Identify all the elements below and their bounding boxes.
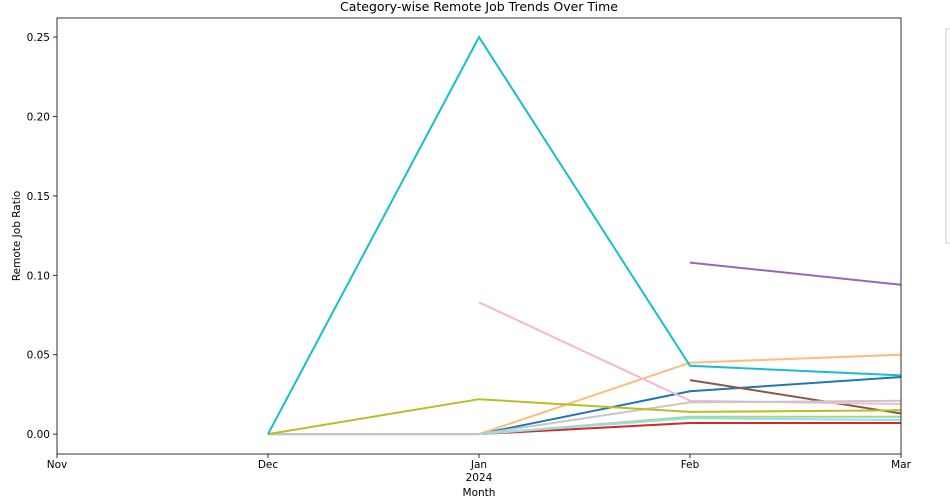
plot-lines: [267, 35, 902, 436]
y-tick-label: 0.00: [27, 429, 50, 441]
series-line-11: [267, 35, 902, 435]
legend-box: [945, 28, 950, 244]
y-tick-label: 0.10: [27, 270, 50, 282]
x-tick-sublabel: 2024: [466, 472, 493, 484]
y-tick-label: 0.15: [27, 191, 50, 203]
y-axis-label: Remote Job Ratio: [11, 191, 23, 281]
series-line-4: [689, 261, 902, 286]
x-axis-label: Month: [463, 487, 496, 499]
y-tick-label: 0.20: [27, 111, 50, 123]
series-line-6: [478, 301, 902, 405]
x-tick-label: Nov: [47, 459, 68, 471]
x-tick-label: Mar: [891, 459, 911, 471]
chart-title: Category-wise Remote Job Trends Over Tim…: [340, 0, 618, 14]
series-line-2: [478, 353, 902, 436]
series-line-9: [478, 417, 902, 436]
y-tick-label: 0.25: [27, 32, 50, 44]
x-tick-label: Jan: [470, 459, 487, 471]
y-axis: 0.00 0.05 0.10 0.15 0.20 0.25: [27, 32, 57, 441]
series-line-7: [268, 399, 902, 436]
x-tick-label: Feb: [681, 459, 700, 471]
series-line-3: [478, 422, 901, 436]
x-tick-label: Dec: [258, 459, 279, 471]
plot-frame: [56, 17, 902, 455]
y-tick-label: 0.05: [27, 350, 50, 362]
series-line-5: [689, 379, 902, 415]
series-line-10: [267, 398, 902, 436]
